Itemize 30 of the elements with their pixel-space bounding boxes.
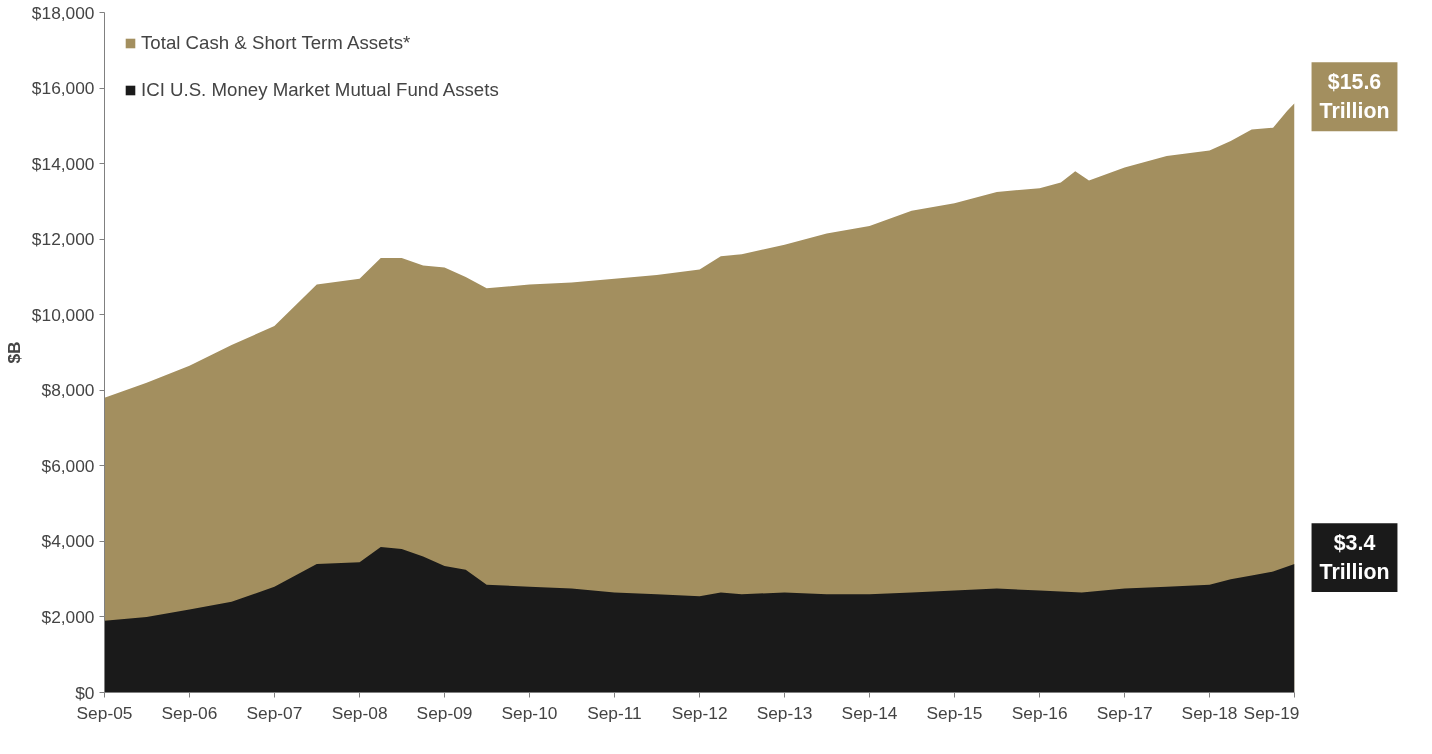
annotation: $15.6 Trillion [1319,70,1390,124]
x-tick-label: Sep-19 [1243,702,1300,723]
annotation: $3.4 Trillion [1319,531,1390,585]
x-tick-label: Sep-13 [756,702,813,723]
x-tick-label: Sep-06 [161,702,218,723]
legend-label: ICI U.S. Money Market Mutual Fund Assets [141,79,499,101]
y-tick-label: $14,000 [31,153,95,174]
x-tick-label: Sep-08 [331,702,388,723]
x-tick-label: Sep-11 [587,702,642,723]
y-tick-label: $8,000 [41,380,95,401]
y-tick-label: $6,000 [41,455,95,476]
y-tick-label: $4,000 [41,531,95,552]
y-tick-label: $12,000 [31,229,95,250]
x-tick-label: Sep-12 [671,702,728,723]
x-tick-label: Sep-10 [501,702,558,723]
y-tick-label: $10,000 [31,304,95,325]
x-tick-label: Sep-09 [416,702,473,723]
x-tick-label: Sep-15 [926,702,983,723]
y-tick-label: $2,000 [41,606,95,627]
x-tick-label: Sep-18 [1181,702,1238,723]
y-tick-label: $16,000 [31,78,95,99]
x-tick-label: Sep-16 [1011,702,1068,723]
y-tick-label: $0 [75,682,95,703]
x-tick-label: Sep-14 [841,702,898,723]
x-tick-label: Sep-07 [246,702,303,723]
y-tick-label: $18,000 [31,2,95,23]
legend-label: Total Cash & Short Term Assets* [141,32,411,54]
x-tick-label: Sep-05 [76,702,133,723]
x-tick-label: Sep-17 [1096,702,1153,723]
y-axis-title: $B [3,341,24,364]
